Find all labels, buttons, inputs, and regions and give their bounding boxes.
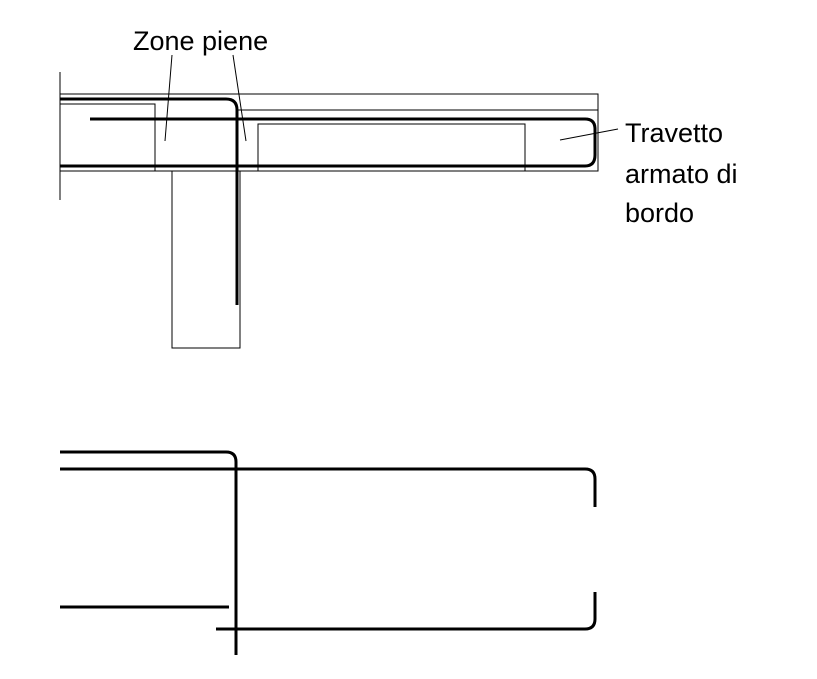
hollow-block (257, 123, 526, 172)
leader-travetto (559, 128, 619, 141)
slab-outline (59, 93, 599, 172)
hooked-stirrup-top (60, 467, 597, 507)
edge-joist-rebar (60, 117, 597, 168)
leader-zone-right (232, 54, 247, 142)
leader-zone-left (164, 54, 173, 142)
upper-bar-bent (60, 450, 238, 655)
section-detail (59, 54, 619, 349)
top-rebar-bent (60, 97, 239, 305)
column-outline (171, 171, 241, 349)
solid-zone-left (59, 103, 156, 172)
label-zone-piene: Zone piene (133, 26, 269, 56)
bar-layout-detail (60, 450, 597, 655)
label-travetto-line2: armato di (625, 159, 738, 189)
label-travetto-line3: bordo (625, 198, 695, 228)
label-travetto-line1: Travetto (625, 118, 724, 148)
hooked-stirrup-bottom (216, 592, 597, 631)
